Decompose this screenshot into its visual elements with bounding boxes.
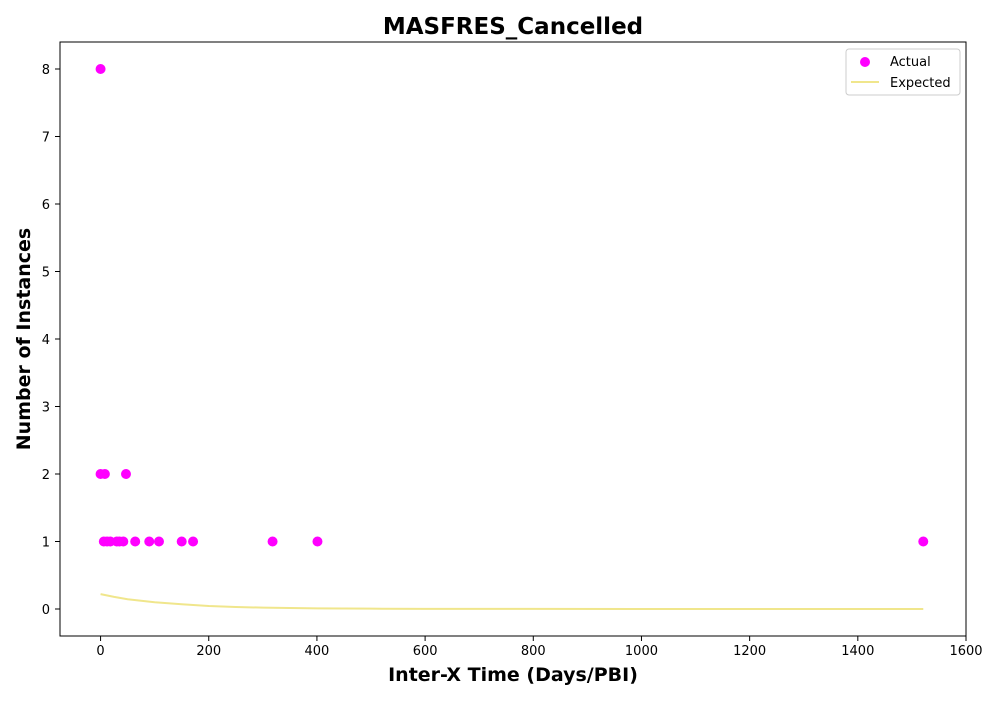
x-tick-label: 800 — [521, 644, 546, 659]
actual-point — [95, 64, 106, 74]
y-tick-label: 8 — [42, 63, 50, 78]
y-tick-label: 6 — [42, 198, 50, 213]
plot-layer — [95, 64, 929, 610]
legend: Actual Expected — [845, 48, 961, 96]
x-tick-label: 600 — [413, 644, 438, 659]
x-tick-label: 1000 — [625, 644, 658, 659]
y-tick-label: 5 — [42, 266, 50, 281]
actual-point — [176, 536, 187, 547]
actual-point — [144, 536, 155, 547]
plot-frame — [59, 41, 967, 637]
y-tick-label: 7 — [42, 131, 50, 146]
y-tick-label: 0 — [42, 603, 50, 618]
x-tick-label: 400 — [305, 644, 330, 659]
expected-line — [100, 593, 924, 610]
x-axis: 0 200 400 600 800 1000 1200 1400 1600 — [96, 636, 983, 659]
y-tick-label: 3 — [42, 401, 50, 416]
legend-label-actual: Actual — [890, 55, 931, 70]
x-tick-label: 0 — [96, 644, 104, 659]
actual-point — [153, 536, 164, 547]
y-tick-label: 4 — [42, 333, 50, 348]
actual-point — [120, 469, 131, 479]
x-tick-label: 200 — [196, 644, 221, 659]
actual-point — [312, 536, 323, 547]
x-tick-label: 1400 — [841, 644, 874, 659]
chart-title: MASFRES_Cancelled — [383, 14, 643, 40]
actual-point — [267, 536, 278, 547]
y-tick-label: 1 — [42, 536, 50, 551]
x-tick-label: 1200 — [733, 644, 766, 659]
legend-label-expected: Expected — [890, 76, 951, 91]
actual-point — [99, 469, 110, 479]
x-tick-label: 1600 — [949, 644, 982, 659]
actual-point — [130, 536, 141, 547]
y-axis-label: Number of Instances — [13, 228, 35, 450]
legend-marker-actual — [860, 57, 870, 67]
actual-point — [918, 536, 929, 547]
legend-box — [845, 48, 961, 96]
y-axis: 0 1 2 3 4 5 6 7 8 — [42, 63, 60, 618]
actual-point — [188, 536, 199, 547]
y-tick-label: 2 — [42, 468, 50, 483]
actual-point — [118, 536, 129, 547]
x-axis-label: Inter-X Time (Days/PBI) — [388, 664, 638, 686]
